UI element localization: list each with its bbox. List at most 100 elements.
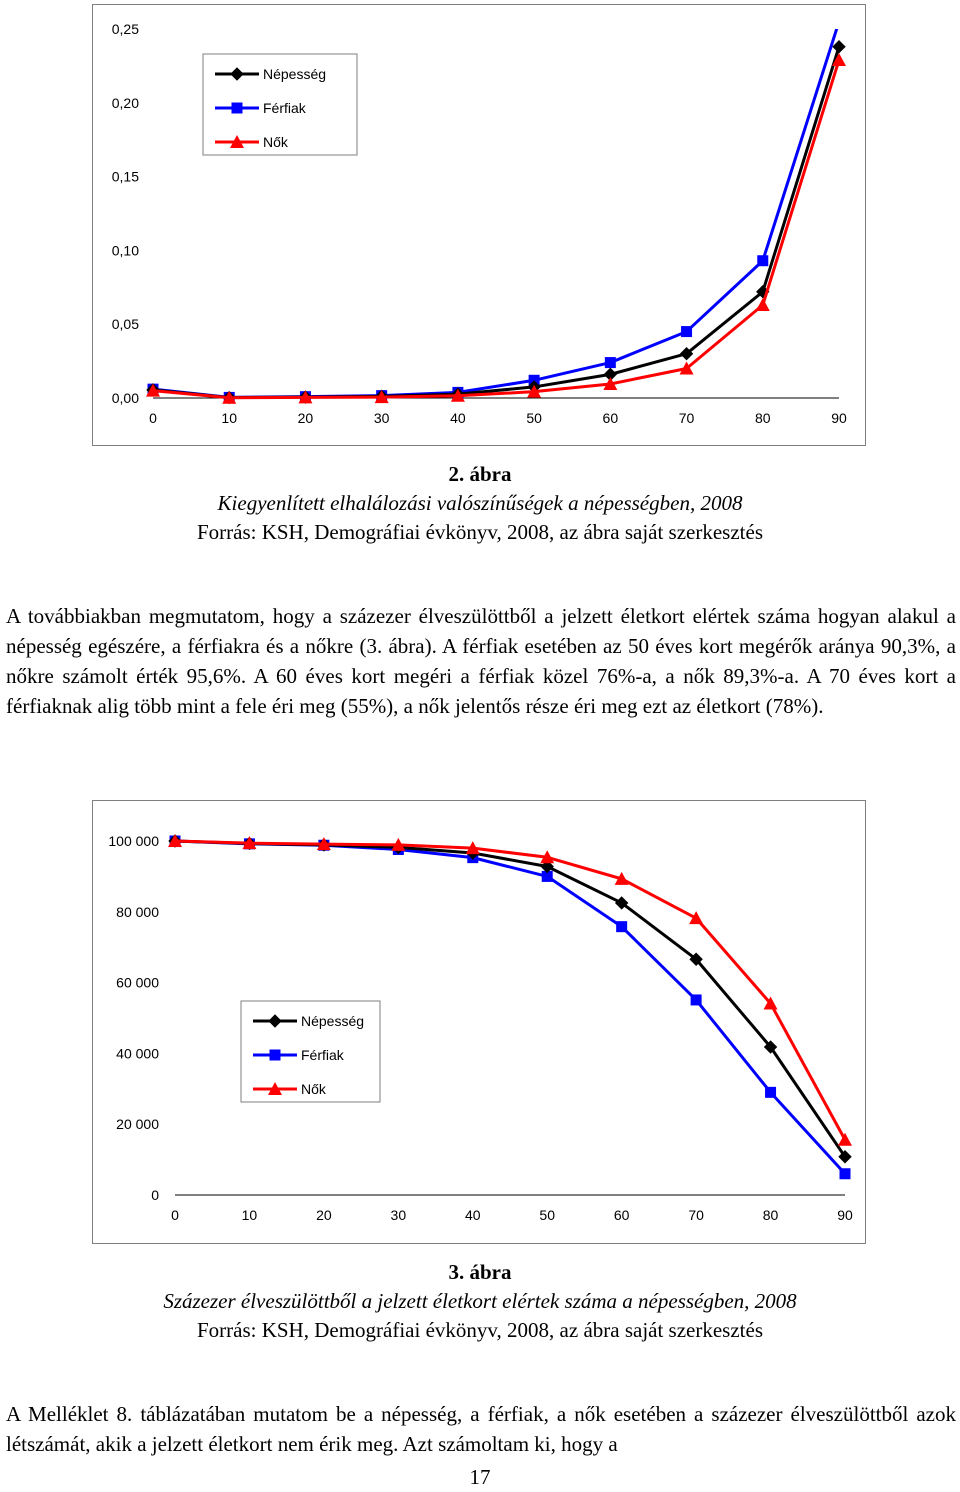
data-point — [689, 952, 703, 966]
data-point — [222, 390, 237, 404]
y-tick-label: 100 000 — [108, 833, 159, 849]
x-tick-label: 80 — [755, 410, 771, 426]
y-tick-label: 0 — [151, 1187, 159, 1203]
x-tick-label: 20 — [316, 1207, 332, 1223]
paragraph-1: A továbbiakban megmutatom, hogy a százez… — [6, 601, 956, 721]
x-tick-label: 50 — [526, 410, 542, 426]
series-2 — [146, 52, 846, 404]
data-point — [839, 1168, 851, 1180]
x-tick-label: 0 — [171, 1207, 179, 1223]
data-point — [541, 870, 553, 882]
x-tick-label: 10 — [242, 1207, 258, 1223]
chart-mortality-probability: 0,00 0,05 0,10 0,15 0,20 0,25 0 10 20 30 40 50 60 70 8… — [92, 4, 866, 446]
y-tick-label: 20 000 — [116, 1116, 159, 1132]
legend-marker — [230, 135, 244, 148]
legend-marker — [231, 102, 243, 114]
x-tick-label: 40 — [450, 410, 466, 426]
plot-area — [146, 16, 846, 405]
data-point — [374, 390, 389, 404]
x-tick-label: 30 — [374, 410, 390, 426]
data-point — [527, 384, 542, 398]
plot-area — [168, 834, 852, 1180]
chart-mortality-svg: 0,00 0,05 0,10 0,15 0,20 0,25 0 10 20 30 40 50 60 70 8… — [112, 16, 847, 426]
y-tick-label: 0,10 — [112, 242, 139, 258]
x-tick-label: 60 — [614, 1207, 630, 1223]
figure2-title: Kiegyenlített elhalálozási valószínűsége… — [217, 491, 743, 515]
legend-label: Nők — [301, 1081, 327, 1097]
figure3-caption: 3. ábra Százezer élveszülöttből a jelzet… — [0, 1258, 960, 1345]
legend-label: Nők — [263, 134, 289, 150]
data-point — [616, 921, 628, 933]
series-line — [174, 839, 847, 1141]
data-point — [316, 837, 331, 851]
legend-label: Népesség — [301, 1013, 364, 1029]
legend-box — [240, 1000, 381, 1103]
data-point — [763, 1040, 778, 1054]
legend-marker — [269, 1049, 281, 1061]
data-point — [755, 298, 770, 312]
data-point — [146, 383, 160, 397]
y-tick-label: 0,00 — [112, 390, 139, 406]
figure3-title: Százezer élveszülöttből a jelzett életko… — [163, 1289, 797, 1313]
data-point — [765, 1086, 777, 1098]
legend-label: Férfiak — [301, 1047, 345, 1063]
data-point — [832, 40, 846, 54]
x-tick-label: 70 — [679, 410, 695, 426]
data-point — [838, 1132, 852, 1146]
axes: 0 20 000 40 000 60 000 80 000 100 000 0 10 20 30 4… — [108, 833, 853, 1223]
legend-marker — [268, 1014, 282, 1028]
x-tick-label: 70 — [688, 1207, 704, 1223]
data-point — [614, 896, 629, 910]
data-point — [540, 859, 554, 874]
x-tick-label: 60 — [603, 410, 619, 426]
series-0 — [168, 834, 852, 1164]
data-point — [763, 996, 778, 1010]
x-tick-label: 20 — [298, 410, 314, 426]
paragraph-2-text: A Melléklet 8. táblázatában mutatom be a… — [6, 1402, 956, 1456]
data-point — [450, 388, 465, 402]
x-tick-label: 0 — [149, 410, 157, 426]
data-point — [690, 994, 702, 1006]
figure2-source: Forrás: KSH, Demográfiai évkönyv, 2008, … — [196, 520, 764, 544]
data-point — [465, 841, 480, 855]
y-tick-label: 80 000 — [116, 904, 159, 920]
x-tick-label: 50 — [539, 1207, 555, 1223]
data-point — [298, 390, 313, 404]
paragraph-2: A Melléklet 8. táblázatában mutatom be a… — [6, 1399, 956, 1459]
data-point — [834, 16, 845, 27]
x-tick-label: 80 — [763, 1207, 779, 1223]
legend-marker — [268, 1082, 282, 1095]
y-tick-label: 60 000 — [116, 975, 159, 991]
x-tick-label: 40 — [465, 1207, 481, 1223]
data-point — [679, 347, 694, 361]
axes: 0,00 0,05 0,10 0,15 0,20 0,25 0 10 20 30 40 50 60 70 8… — [112, 21, 847, 426]
y-tick-label: 0,25 — [112, 21, 139, 37]
legend-label: Férfiak — [263, 100, 307, 116]
x-tick-label: 30 — [391, 1207, 407, 1223]
chart-survivors: 0 20 000 40 000 60 000 80 000 100 000 0 10 20 30 4… — [92, 800, 866, 1244]
y-tick-label: 40 000 — [116, 1045, 159, 1061]
data-point — [168, 834, 182, 847]
data-point — [391, 837, 406, 851]
legend: Népesség Férfiak Nők — [240, 1000, 381, 1103]
figure3-source: Forrás: KSH, Demográfiai évkönyv, 2008, … — [196, 1318, 764, 1342]
data-point — [757, 255, 769, 267]
figure2-number: 2. ábra — [448, 462, 512, 486]
series-line — [152, 59, 841, 400]
data-point — [689, 911, 704, 925]
x-tick-label: 90 — [837, 1207, 853, 1223]
figure2-caption: 2. ábra Kiegyenlített elhalálozási valós… — [0, 460, 960, 547]
page-number: 17 — [469, 1465, 491, 1489]
data-point — [681, 326, 693, 338]
data-point — [603, 376, 618, 390]
legend-box — [202, 53, 358, 156]
y-tick-label: 0,20 — [112, 95, 139, 111]
legend-marker — [230, 67, 244, 81]
data-point — [838, 1150, 852, 1164]
data-point — [242, 836, 257, 850]
x-tick-label: 10 — [221, 410, 237, 426]
data-point — [604, 357, 616, 369]
figure3-number: 3. ábra — [448, 1260, 512, 1284]
data-point — [540, 850, 555, 864]
y-tick-label: 0,05 — [112, 316, 139, 332]
